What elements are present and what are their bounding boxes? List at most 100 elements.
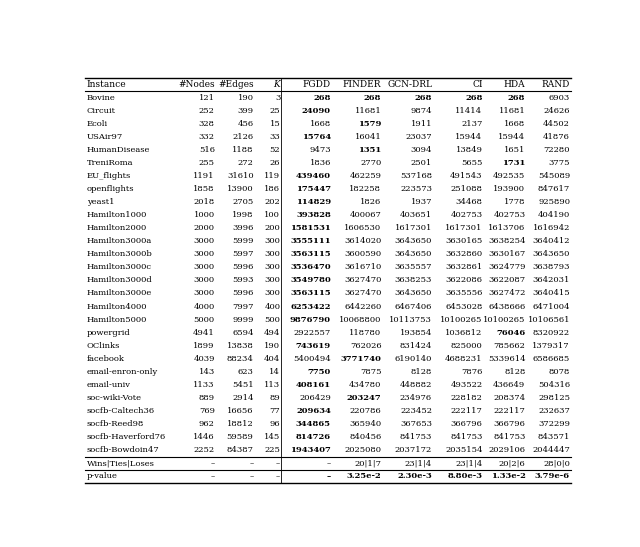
Text: 268: 268 <box>415 94 432 102</box>
Text: 3640415: 3640415 <box>532 289 570 298</box>
Text: 186: 186 <box>264 185 280 193</box>
Text: Hamilton2000: Hamilton2000 <box>87 224 147 232</box>
Text: 1613706: 1613706 <box>488 224 525 232</box>
Text: 202: 202 <box>264 198 280 206</box>
Text: 1899: 1899 <box>193 342 215 350</box>
Text: 847617: 847617 <box>538 185 570 193</box>
Text: 222117: 222117 <box>493 407 525 415</box>
Text: 456: 456 <box>237 120 253 128</box>
Text: Hamilton3000a: Hamilton3000a <box>87 237 152 245</box>
Text: 193854: 193854 <box>399 329 432 336</box>
Text: 200: 200 <box>264 224 280 232</box>
Text: 3600590: 3600590 <box>344 251 381 258</box>
Text: 5451: 5451 <box>232 381 253 389</box>
Text: 3643650: 3643650 <box>532 251 570 258</box>
Text: 3536470: 3536470 <box>291 264 331 271</box>
Text: 814726: 814726 <box>296 433 331 441</box>
Text: 6453028: 6453028 <box>445 302 483 311</box>
Text: 3627470: 3627470 <box>344 276 381 284</box>
Text: 843571: 843571 <box>538 433 570 441</box>
Text: Bovine: Bovine <box>87 94 116 102</box>
Text: 1000: 1000 <box>194 211 215 219</box>
Text: 208374: 208374 <box>493 394 525 402</box>
Text: 1.33e-2: 1.33e-2 <box>490 472 525 480</box>
Text: 1379317: 1379317 <box>532 342 570 350</box>
Text: 2137: 2137 <box>461 120 483 128</box>
Text: Circuit: Circuit <box>87 107 116 115</box>
Text: 3549780: 3549780 <box>290 276 331 284</box>
Text: Hamilton1000: Hamilton1000 <box>87 211 147 219</box>
Text: openflights: openflights <box>87 185 134 193</box>
Text: 1911: 1911 <box>410 120 432 128</box>
Text: 1616942: 1616942 <box>532 224 570 232</box>
Text: 762026: 762026 <box>350 342 381 350</box>
Text: 1651: 1651 <box>504 146 525 154</box>
Text: 2025080: 2025080 <box>344 446 381 454</box>
Text: 3630167: 3630167 <box>488 251 525 258</box>
Text: 9874: 9874 <box>410 107 432 115</box>
Text: 3996: 3996 <box>232 224 253 232</box>
Text: 1826: 1826 <box>360 198 381 206</box>
Text: 209634: 209634 <box>296 407 331 415</box>
Text: Hamilton4000: Hamilton4000 <box>87 302 147 311</box>
Text: 7750: 7750 <box>308 368 331 376</box>
Text: Ecoli: Ecoli <box>87 120 108 128</box>
Text: 24626: 24626 <box>543 107 570 115</box>
Text: 300: 300 <box>264 264 280 271</box>
Text: 251088: 251088 <box>451 185 483 193</box>
Text: 3000: 3000 <box>194 276 215 284</box>
Text: 3643650: 3643650 <box>395 251 432 258</box>
Text: 220786: 220786 <box>349 407 381 415</box>
Text: socfb-Haverford76: socfb-Haverford76 <box>87 433 166 441</box>
Text: 16041: 16041 <box>355 133 381 141</box>
Text: 6253422: 6253422 <box>291 302 331 311</box>
Text: 328: 328 <box>199 120 215 128</box>
Text: 400: 400 <box>264 302 280 311</box>
Text: 1617301: 1617301 <box>445 224 483 232</box>
Text: 10068800: 10068800 <box>339 316 381 324</box>
Text: 15944: 15944 <box>499 133 525 141</box>
Text: –: – <box>250 472 253 480</box>
Text: 545089: 545089 <box>538 172 570 180</box>
Text: 500: 500 <box>264 316 280 324</box>
Text: 11414: 11414 <box>456 107 483 115</box>
Text: 2018: 2018 <box>194 198 215 206</box>
Text: 1579: 1579 <box>358 120 381 128</box>
Text: 462259: 462259 <box>349 172 381 180</box>
Text: 504316: 504316 <box>538 381 570 389</box>
Text: 402753: 402753 <box>493 211 525 219</box>
Text: HDA: HDA <box>504 80 525 89</box>
Text: 268: 268 <box>364 94 381 102</box>
Text: –: – <box>211 472 215 480</box>
Text: 5400494: 5400494 <box>293 354 331 363</box>
Text: 5339614: 5339614 <box>488 354 525 363</box>
Text: Hamilton3000b: Hamilton3000b <box>87 251 153 258</box>
Text: 77: 77 <box>269 407 280 415</box>
Text: 4941: 4941 <box>193 329 215 336</box>
Text: 962: 962 <box>199 420 215 428</box>
Text: –: – <box>326 459 331 467</box>
Text: 52: 52 <box>269 146 280 154</box>
Text: 8.80e-3: 8.80e-3 <box>447 472 483 480</box>
Text: USAir97: USAir97 <box>87 133 123 141</box>
Text: 1581531: 1581531 <box>290 224 331 232</box>
Text: 7875: 7875 <box>360 368 381 376</box>
Text: 6903: 6903 <box>548 94 570 102</box>
Text: 84387: 84387 <box>227 446 253 454</box>
Text: Hamilton3000d: Hamilton3000d <box>87 276 153 284</box>
Text: 88234: 88234 <box>227 354 253 363</box>
Text: 3627470: 3627470 <box>344 289 381 298</box>
Text: 2770: 2770 <box>360 159 381 167</box>
Text: 20|2|6: 20|2|6 <box>499 459 525 467</box>
Text: Instance: Instance <box>87 80 127 89</box>
Text: CI: CI <box>472 80 483 89</box>
Text: 1446: 1446 <box>193 433 215 441</box>
Text: 2035154: 2035154 <box>445 446 483 454</box>
Text: 1998: 1998 <box>232 211 253 219</box>
Text: 76046: 76046 <box>496 329 525 336</box>
Text: 889: 889 <box>199 394 215 402</box>
Text: 223452: 223452 <box>400 407 432 415</box>
Text: 10100265: 10100265 <box>483 316 525 324</box>
Text: 9473: 9473 <box>309 146 331 154</box>
Text: 1778: 1778 <box>504 198 525 206</box>
